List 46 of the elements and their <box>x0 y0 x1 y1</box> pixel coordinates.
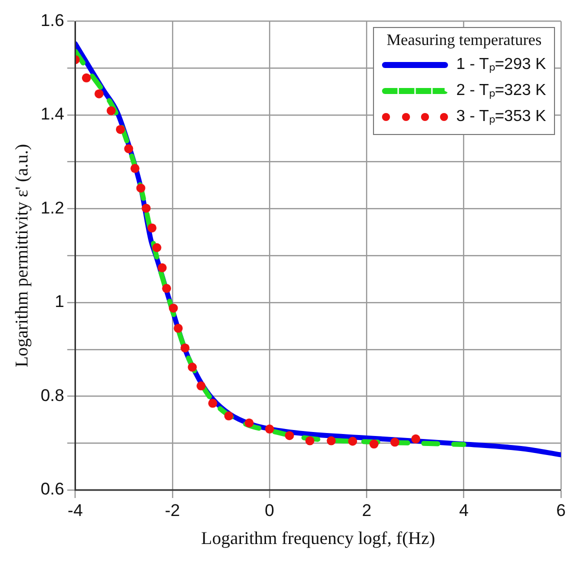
x-tick-label: 6 <box>556 500 566 520</box>
point <box>174 324 183 333</box>
y-tick-label: 0.8 <box>40 386 64 405</box>
point <box>284 431 294 440</box>
point <box>124 144 134 154</box>
x-tick-label: 4 <box>459 500 469 520</box>
legend-title: Measuring temperatures <box>386 32 543 50</box>
x-axis-title: Logarithm frequency logf, f(Hz) <box>201 528 436 548</box>
point <box>158 263 167 272</box>
point <box>244 418 254 428</box>
point <box>136 184 146 193</box>
point <box>348 436 358 446</box>
x-tick-label: -2 <box>164 500 180 520</box>
point <box>369 440 378 449</box>
y-tick-label: 0.6 <box>40 480 64 499</box>
point <box>82 73 91 82</box>
y-tick-label: 1.2 <box>40 198 64 218</box>
point <box>196 381 206 390</box>
x-tick-label: 2 <box>362 500 372 520</box>
legend-label: 1 - Tₚ=293 K <box>456 55 546 76</box>
y-tick-label: 1 <box>54 292 64 312</box>
point <box>147 223 156 232</box>
point <box>326 436 336 446</box>
point <box>208 398 218 408</box>
point <box>116 124 125 134</box>
y-tick-label: 1.4 <box>40 104 64 124</box>
legend-label: 3 - Tₚ=353 K <box>456 107 546 128</box>
point <box>168 304 178 313</box>
point <box>265 424 274 434</box>
point <box>142 204 151 213</box>
point <box>411 434 420 444</box>
point <box>224 411 234 420</box>
x-tick-label: 0 <box>264 500 274 520</box>
point <box>106 106 116 116</box>
point <box>188 362 197 372</box>
point <box>162 284 172 293</box>
point <box>390 438 400 447</box>
point <box>305 436 314 446</box>
legend-label: 2 - Tₚ=323 K <box>456 81 546 102</box>
y-axis-title: Logarithm permittivity ε' (a.u.) <box>12 144 32 368</box>
y-tick-label: 1.6 <box>40 10 64 30</box>
point <box>152 243 162 252</box>
point <box>94 89 104 98</box>
point <box>130 164 140 173</box>
x-tick-label: -4 <box>68 500 83 520</box>
point <box>180 343 190 352</box>
